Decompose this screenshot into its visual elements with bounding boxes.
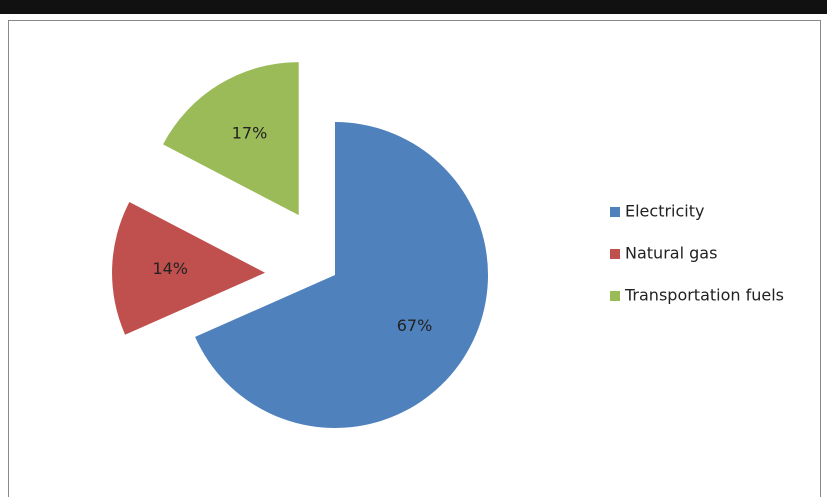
legend-label: Transportation fuels bbox=[624, 286, 784, 305]
data-label: 14% bbox=[152, 259, 188, 278]
pie-slice bbox=[195, 122, 489, 428]
data-label: 17% bbox=[232, 124, 268, 143]
clipped-header bbox=[0, 0, 827, 14]
data-label: 67% bbox=[397, 316, 433, 335]
legend-swatch bbox=[610, 249, 620, 259]
legend-label: Electricity bbox=[625, 202, 704, 221]
legend-swatch bbox=[610, 207, 620, 217]
pie-slice bbox=[163, 62, 299, 216]
legend-swatch bbox=[610, 291, 620, 301]
pie-slice bbox=[112, 201, 266, 335]
legend-label: Natural gas bbox=[625, 244, 717, 263]
